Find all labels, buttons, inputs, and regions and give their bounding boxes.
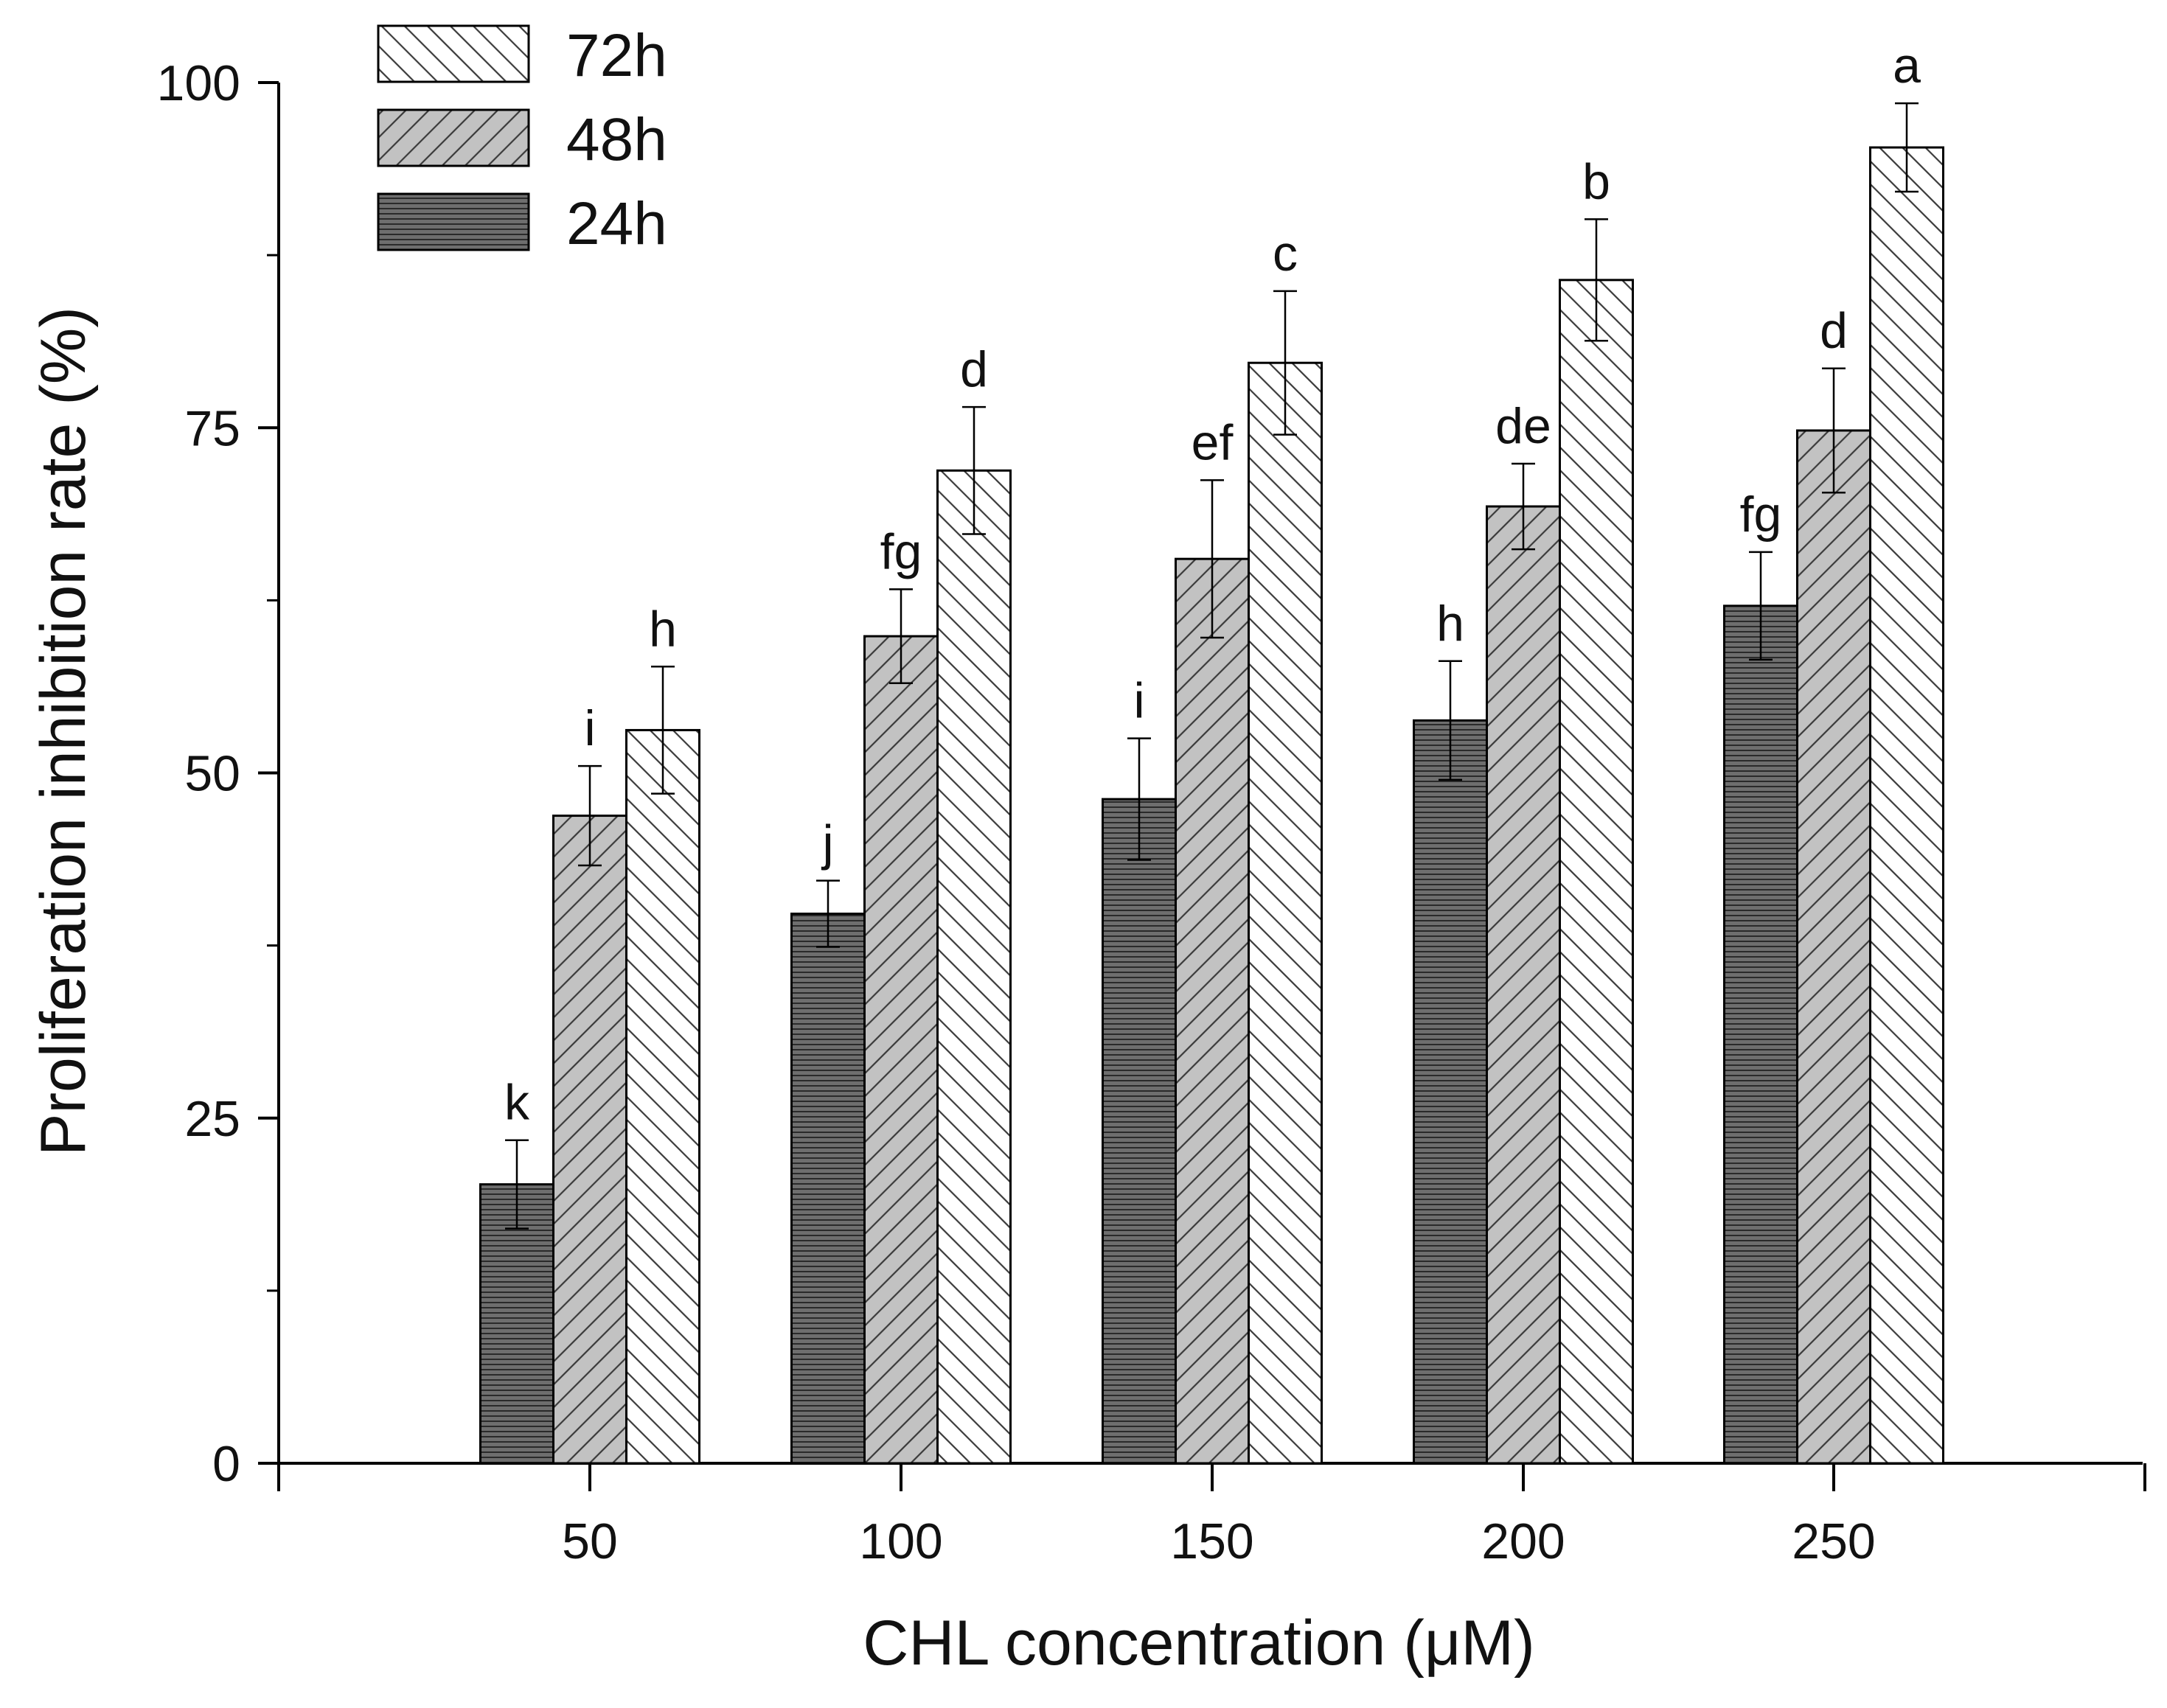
significance-letter: a bbox=[1893, 38, 1921, 94]
x-tick-label: 150 bbox=[1170, 1513, 1253, 1569]
significance-letter: b bbox=[1582, 153, 1610, 209]
x-tick-label: 250 bbox=[1792, 1513, 1875, 1569]
significance-letter: de bbox=[1495, 398, 1551, 454]
y-tick-label: 0 bbox=[212, 1436, 240, 1492]
y-axis-title: Proliferation inhibition rate (%) bbox=[28, 307, 99, 1156]
x-axis-title: CHL concentration (μM) bbox=[863, 1608, 1534, 1679]
bar-72h bbox=[1248, 361, 1323, 1465]
significance-letter: j bbox=[821, 815, 833, 871]
significance-letter: k bbox=[504, 1075, 530, 1131]
significance-letter: fg bbox=[1740, 487, 1782, 543]
significance-letter: d bbox=[1820, 303, 1848, 359]
bar-48h bbox=[552, 815, 627, 1465]
bar-24h bbox=[1413, 719, 1488, 1465]
bar-48h bbox=[1796, 429, 1871, 1465]
legend-swatch-24h bbox=[377, 192, 530, 251]
y-tick-label: 100 bbox=[157, 55, 240, 111]
significance-letter: ef bbox=[1192, 414, 1234, 470]
legend-label-72h: 72h bbox=[566, 22, 667, 89]
legend-swatch-48h bbox=[377, 108, 530, 167]
bar-24h bbox=[1723, 604, 1798, 1465]
legend-label-48h: 48h bbox=[566, 106, 667, 173]
bar-72h bbox=[1559, 279, 1634, 1465]
legend-swatch-72h bbox=[377, 24, 530, 83]
y-tick-label: 25 bbox=[184, 1091, 240, 1147]
bar-48h bbox=[1175, 557, 1250, 1465]
axes: 0 25 50 75 100 50 100 150 200 250 bbox=[157, 55, 2146, 1569]
bar-72h bbox=[625, 728, 700, 1465]
bar-24h bbox=[1102, 798, 1177, 1465]
bar-48h bbox=[863, 635, 939, 1465]
significance-letter: c bbox=[1273, 226, 1298, 282]
bar-72h bbox=[1869, 146, 1944, 1465]
significance-letter: fg bbox=[880, 523, 922, 579]
y-tick-label: 75 bbox=[184, 400, 240, 456]
bar-24h bbox=[479, 1183, 554, 1465]
significance-letter: h bbox=[1436, 596, 1464, 652]
bar-72h bbox=[936, 469, 1012, 1465]
bar-48h bbox=[1486, 505, 1561, 1465]
x-tick-label: 200 bbox=[1481, 1513, 1565, 1569]
bar-24h bbox=[790, 913, 866, 1465]
legend: 72h 48h 24h bbox=[377, 22, 667, 257]
significance-letter: i bbox=[1133, 673, 1144, 729]
y-tick-label: 50 bbox=[184, 746, 240, 802]
x-tick-label: 50 bbox=[562, 1513, 618, 1569]
legend-label-24h: 24h bbox=[566, 190, 667, 257]
significance-letter: h bbox=[649, 601, 677, 657]
significance-letter: i bbox=[584, 700, 595, 756]
significance-letter: d bbox=[960, 341, 988, 397]
x-tick-label: 100 bbox=[859, 1513, 942, 1569]
